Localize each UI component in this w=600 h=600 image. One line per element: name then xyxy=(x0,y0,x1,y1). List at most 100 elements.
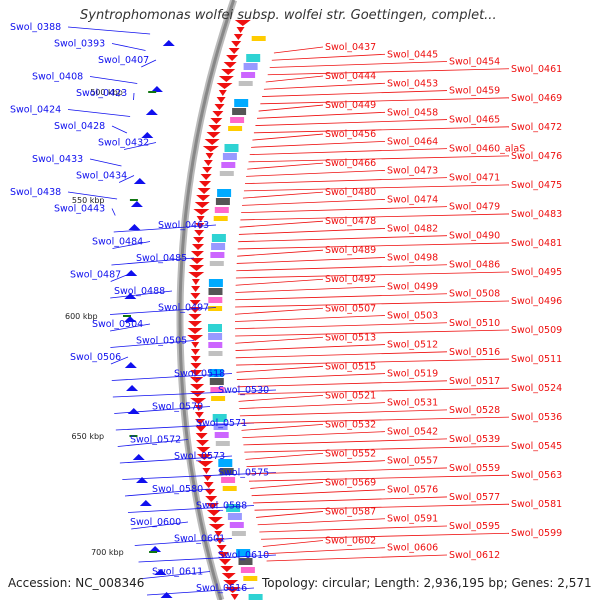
gene-label-forward: Swol_0575 xyxy=(218,468,269,479)
reverse-gene-arrow xyxy=(210,118,223,124)
gene-label-reverse: Swol_0482 xyxy=(387,223,438,234)
gene-label-reverse: Swol_0517 xyxy=(449,376,500,387)
right-label-connector xyxy=(242,199,386,206)
right-label-connector xyxy=(246,169,386,177)
gene-label-reverse: Swol_0459 xyxy=(449,86,500,97)
gene-label-reverse: Swol_0581 xyxy=(511,499,562,510)
cog-block xyxy=(243,63,258,70)
forward-gene-arrow xyxy=(139,500,152,506)
gene-label-forward: Swol_0432 xyxy=(98,138,149,149)
right-label-connector xyxy=(240,213,510,221)
cog-block xyxy=(238,558,253,565)
gene-label-forward: Swol_0488 xyxy=(114,286,165,297)
gene-label-reverse: Swol_0465 xyxy=(449,115,500,126)
reverse-gene-arrow xyxy=(218,76,234,82)
right-label-connector xyxy=(235,278,324,286)
gene-label-forward: Swol_0588 xyxy=(196,501,247,512)
right-label-connector xyxy=(234,307,324,315)
left-label-connector xyxy=(111,373,233,381)
cog-block xyxy=(211,243,226,250)
reverse-strand-track xyxy=(187,20,251,600)
right-label-connector xyxy=(258,104,324,112)
gene-label-forward: Swol_0433 xyxy=(32,154,83,165)
gene-label-forward: Swol_0570 xyxy=(152,402,203,413)
cog-block xyxy=(214,207,229,213)
reverse-gene-arrow xyxy=(194,405,203,411)
cog-block xyxy=(208,351,223,356)
reverse-gene-arrow xyxy=(223,580,239,586)
reverse-gene-arrow xyxy=(202,167,213,173)
feature-tracks: 500 kbp 550 kbp 600 kbp 650 kbp 700 kbp xyxy=(65,0,266,600)
right-label-connector xyxy=(236,257,386,264)
gene-label-reverse: Swol_0516 xyxy=(449,347,500,358)
gene-label-reverse: Swol_0498 xyxy=(387,252,438,263)
left-label-connector xyxy=(110,290,173,299)
gene-label-forward: Swol_0601 xyxy=(174,534,225,545)
forward-gene-arrow xyxy=(133,178,146,184)
right-label-connector xyxy=(244,177,448,185)
forward-gene-arrow xyxy=(149,546,162,552)
forward-gene-arrow xyxy=(125,270,138,276)
right-label-connector xyxy=(266,554,448,562)
forward-gene-arrow xyxy=(126,385,139,391)
right-label-connector xyxy=(269,61,448,68)
gene-label-forward: Swol_0393 xyxy=(54,39,105,50)
reverse-gene-arrow xyxy=(208,125,222,131)
gene-label-reverse: Swol_0531 xyxy=(387,398,438,409)
reverse-gene-arrow xyxy=(196,454,212,460)
right-label-connector xyxy=(248,155,510,163)
cog-block xyxy=(208,288,223,295)
reverse-gene-arrow xyxy=(205,496,218,502)
right-label-connector xyxy=(250,482,324,489)
gene-label-reverse: Swol_0445 xyxy=(387,49,438,60)
left-label-connector xyxy=(113,224,217,233)
reverse-gene-arrow xyxy=(194,202,210,208)
reverse-gene-arrow xyxy=(206,132,221,138)
cog-color-track xyxy=(208,36,266,600)
right-label-connector xyxy=(235,329,510,337)
left-label-connector xyxy=(111,43,146,51)
reverse-gene-arrow xyxy=(216,83,233,89)
gene-label-reverse: Swol_0483 xyxy=(511,209,562,220)
reverse-gene-arrow xyxy=(221,69,236,75)
right-label-connector xyxy=(235,286,386,293)
reverse-gene-arrow xyxy=(228,48,240,54)
reverse-gene-arrow xyxy=(187,328,203,334)
reverse-gene-arrow xyxy=(216,545,227,551)
cog-block xyxy=(234,99,249,107)
right-label-connector xyxy=(259,525,448,533)
gene-label-reverse: Swol_0587 xyxy=(325,506,376,517)
reverse-gene-arrow xyxy=(196,447,211,453)
right-label-connector xyxy=(234,315,386,322)
gene-label-reverse: Swol_0595 xyxy=(449,521,500,532)
left-label-connector xyxy=(67,191,118,200)
right-label-connector xyxy=(235,293,448,301)
gene-label-forward: Swol_0485 xyxy=(136,253,187,264)
reverse-gene-arrow xyxy=(219,559,232,565)
gene-label-reverse: Swol_0524 xyxy=(511,383,562,394)
cog-block xyxy=(208,297,223,303)
gene-label-reverse: Swol_0557 xyxy=(387,456,438,467)
right-label-connector xyxy=(239,220,324,228)
right-label-connector xyxy=(256,511,324,518)
left-label-connector xyxy=(67,26,151,35)
right-label-connector xyxy=(237,387,510,395)
cog-block xyxy=(228,126,243,131)
right-label-connector xyxy=(237,249,324,257)
right-label-connector xyxy=(245,453,324,460)
gene-label-forward: Swol_0610 xyxy=(218,550,269,561)
right-label-connector xyxy=(262,540,324,547)
reverse-gene-arrow xyxy=(236,27,245,33)
gene-label-forward: Swol_0572 xyxy=(130,435,181,446)
reverse-gene-arrow xyxy=(199,181,212,187)
cog-block xyxy=(221,477,236,483)
right-label-connector xyxy=(239,402,386,409)
cog-block xyxy=(211,396,226,401)
gene-label-forward: Swol_0424 xyxy=(10,105,61,116)
reverse-gene-arrow xyxy=(190,363,202,369)
gene-label-reverse: Swol_0563 xyxy=(511,470,562,481)
cog-block xyxy=(213,216,228,221)
left-label-connector xyxy=(89,158,122,167)
reverse-gene-arrow xyxy=(190,384,205,390)
gene-label-forward: Swol_0505 xyxy=(136,336,187,347)
